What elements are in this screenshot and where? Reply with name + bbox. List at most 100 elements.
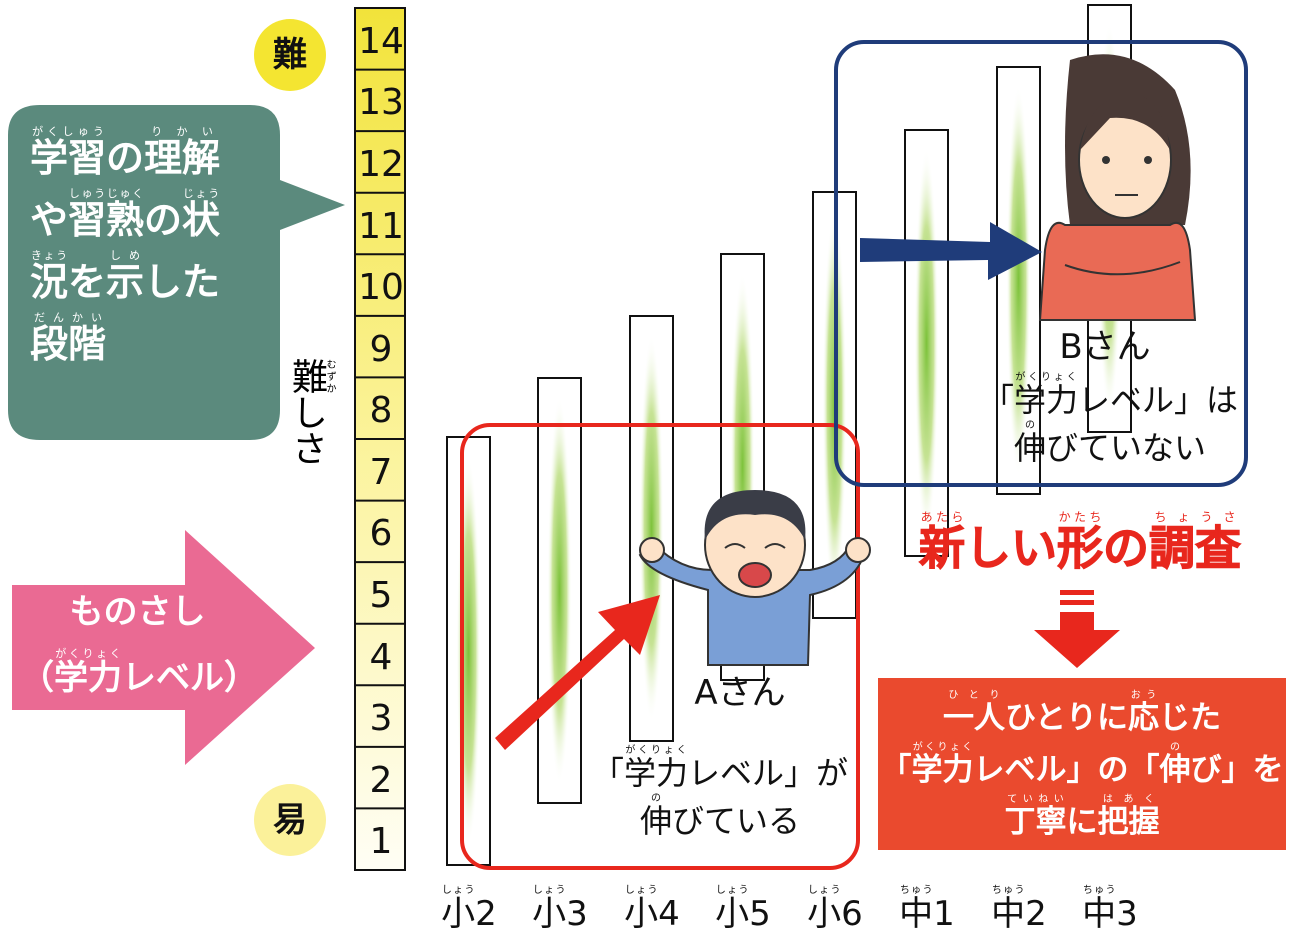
ruby-base: 伸 [1014, 429, 1046, 467]
scale-level: 10 [357, 267, 405, 308]
ruby-base: 新 [919, 521, 965, 575]
ruby-word: 難むずか [286, 358, 327, 394]
ruby-reading: むずか [324, 358, 335, 394]
callout-text: 学習がくしゅうの理解りかいや習熟しゅうじゅくの状じょう況きょうを示しめした段階だ… [30, 125, 280, 373]
ruby-word: 小しょう [532, 894, 566, 934]
ruby-reading: がくりょく [54, 647, 122, 660]
scale-level: 3 [357, 698, 405, 739]
text-segment: しさ [286, 394, 327, 466]
text-segment: を [68, 260, 106, 304]
ruby-base: 小 [532, 894, 566, 934]
ruby-base: 形 [1057, 521, 1103, 575]
ruby-reading: がくりょく [1014, 372, 1078, 383]
text-line: （学力がくりょくレベル） [20, 647, 255, 699]
text-segment: や [30, 198, 68, 242]
ruby-base: 伸 [1160, 752, 1191, 788]
ruby-reading: ちゅう [991, 885, 1025, 896]
result-text: 一人ひとりひとりに応おうじた「学力がくりょくレベル」の「伸のび」を丁寧ていねいに… [878, 690, 1286, 846]
ruby-base: 学力 [624, 754, 688, 792]
ruby-word: 学習がくしゅう [30, 136, 106, 180]
ruby-base: 理解 [144, 136, 220, 180]
ruby-base: 中 [899, 894, 933, 934]
scale-level: 7 [357, 452, 405, 493]
text-segment: （ [20, 658, 54, 698]
student-b-name: Bさん [1020, 330, 1190, 364]
headline: 新あたらしい形かたちの調査ちょうさ [900, 510, 1260, 571]
bar-glow [915, 148, 939, 538]
ruby-base: 学力 [1014, 381, 1078, 419]
student-b-speech: 「学力がくりょくレベル」は伸のびていない [965, 372, 1255, 468]
ruby-word: 応おう [1128, 700, 1159, 736]
grade-label: 小しょう4 [612, 885, 692, 931]
text-segment: ものさし [70, 592, 206, 632]
text-segment: 「 [881, 752, 912, 788]
ruby-word: 小しょう [807, 894, 841, 934]
ruby-reading: あたら [919, 510, 965, 524]
ruby-word: 況きょう [30, 260, 68, 304]
scale-level: 2 [357, 760, 405, 801]
ruby-base: 把握 [1098, 804, 1160, 840]
down-arrow [1034, 590, 1120, 668]
text-line: や習熟しゅうじゅくの状じょう [30, 187, 280, 249]
ruby-base: 小 [441, 894, 475, 934]
ruby-reading: しょう [441, 885, 475, 896]
grade-bar [905, 130, 948, 556]
ruby-base: 調査 [1149, 521, 1241, 575]
text-segment: の [1103, 521, 1149, 575]
text-line: 段階だんかい [30, 311, 280, 373]
ruby-reading: ちゅう [899, 885, 933, 896]
text-line: 学習がくしゅうの理解りかい [30, 125, 280, 187]
ruby-base: 難 [286, 358, 327, 394]
text-segment: 6 [841, 894, 863, 934]
ruby-base: 学習 [30, 136, 106, 180]
grade-bar [538, 378, 581, 803]
ruby-word: 形かたち [1057, 521, 1103, 575]
ruby-base: 中 [1082, 894, 1116, 934]
ruby-word: 小しょう [715, 894, 749, 934]
ruby-reading: がくりょく [912, 742, 974, 753]
ruby-word: 学力がくりょく [624, 754, 688, 792]
ruby-reading: ひとり [943, 690, 1005, 701]
ruby-reading: しょう [532, 885, 566, 896]
ruby-base: 伸 [640, 802, 672, 840]
ruby-word: 小しょう [441, 894, 475, 934]
scale-level: 12 [357, 144, 405, 185]
ruby-base: 丁寧 [1005, 804, 1067, 840]
text-line: 「学力がくりょくレベル」は [965, 372, 1255, 420]
grade-label: 小しょう6 [795, 885, 875, 931]
text-segment: しい [965, 521, 1057, 575]
ruby-word: 調査ちょうさ [1149, 521, 1241, 575]
ruby-word: 学力がくりょく [1014, 381, 1078, 419]
scale-level: 11 [357, 206, 405, 247]
ruby-reading: おう [1128, 690, 1159, 701]
ruby-reading: ていねい [1005, 794, 1067, 805]
ruby-base: 況 [30, 260, 68, 304]
ruby-word: 把握はあく [1098, 804, 1160, 840]
ruby-base: 示 [106, 260, 144, 304]
text-segment: 3 [566, 894, 588, 934]
scale-level: 14 [357, 21, 405, 62]
ruby-reading: しめ [106, 249, 144, 262]
ruby-base: 応 [1128, 700, 1159, 736]
ruby-word: 伸の [640, 802, 672, 840]
hard-label: 難 [273, 38, 307, 72]
ruby-base: 学力 [912, 752, 974, 788]
scale-level: 9 [357, 329, 405, 370]
text-line: 「学力がくりょくレベル」が [585, 745, 855, 793]
bar-glow [548, 396, 572, 785]
ruby-base: 段階 [30, 322, 106, 366]
ruby-base: 習熟 [68, 198, 144, 242]
ruby-word: 学力がくりょく [54, 658, 122, 698]
root: { "scale": { "hard": "難", "easy": "易", "… [0, 0, 1292, 941]
ruby-reading: の [1160, 742, 1191, 753]
grade-label: 中ちゅう1 [887, 885, 967, 931]
text-segment: 「 [982, 381, 1014, 419]
scale-level: 8 [357, 390, 405, 431]
text-segment: した [144, 260, 220, 304]
ruby-reading: の [1014, 420, 1046, 431]
text-line: 伸のびている [585, 793, 855, 841]
scale-level: 13 [357, 82, 405, 123]
ruby-word: 学力がくりょく [912, 752, 974, 788]
ruby-reading: しょう [807, 885, 841, 896]
ruby-reading: の [640, 793, 672, 804]
